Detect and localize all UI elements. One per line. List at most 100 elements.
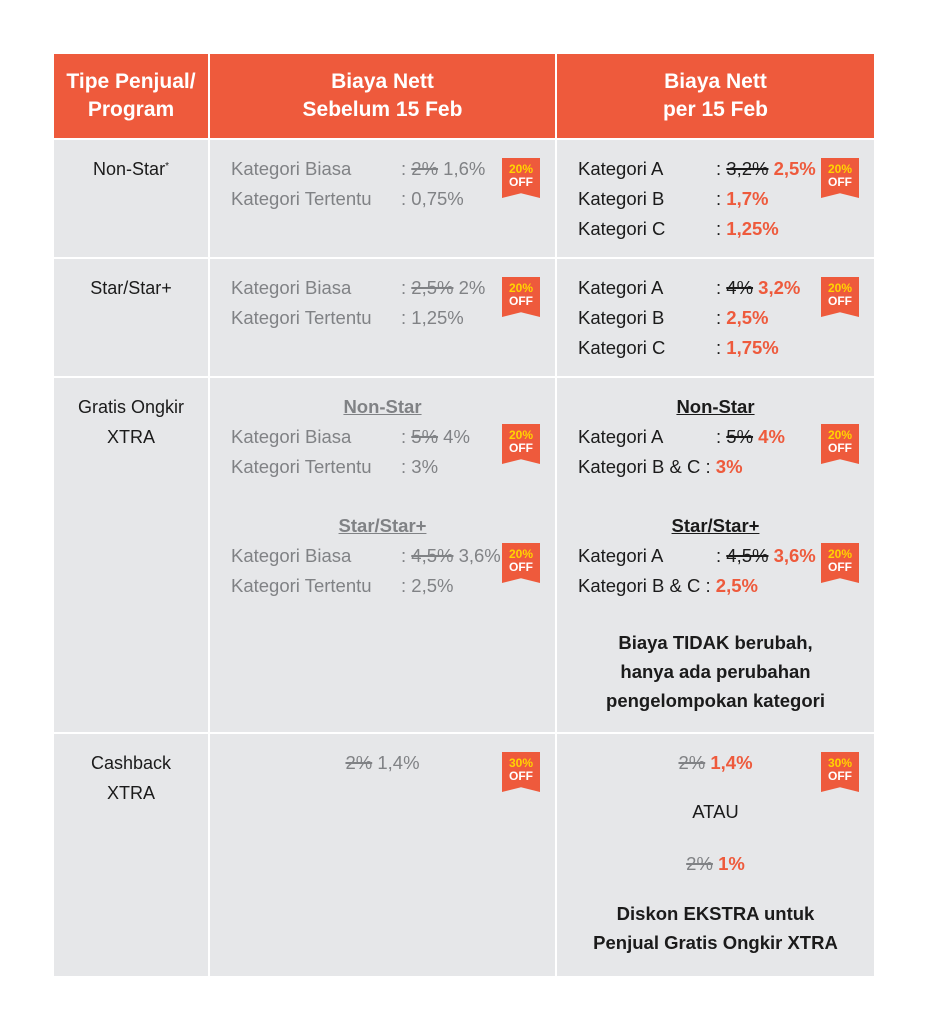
group-title-star: Star/Star+ (338, 515, 427, 536)
fee-row: Kategori Tertentu : 1,25% (231, 303, 531, 333)
header-before: Biaya Nett Sebelum 15 Feb (210, 54, 555, 138)
fee-value: : 4,5% 3,6% (716, 545, 816, 566)
fee-list: Kategori A : 5% 4% Kategori B & C : 3% (578, 422, 828, 482)
new-fee: 2% (453, 277, 486, 298)
category-label: Kategori C (578, 337, 666, 358)
fee-value: 2% 1% (557, 849, 874, 879)
after-star: Kategori A : 4% 3,2% Kategori B : 2,5% K… (557, 259, 874, 376)
note-line: Penjual Gratis Ongkir XTRA (593, 932, 838, 953)
new-fee: 1,75% (726, 337, 779, 358)
program-label: Cashback (90, 753, 172, 773)
header-line: Program (87, 98, 175, 121)
fee-list: Kategori Biasa : 4,5% 3,6% Kategori Tert… (231, 541, 531, 601)
old-fee: 4,5% (726, 545, 769, 566)
program-label: XTRA (106, 427, 155, 447)
fee-row: Kategori Tertentu : 3% (231, 452, 531, 482)
fee-table: Tipe Penjual/ Program Biaya Nett Sebelum… (54, 54, 874, 976)
discount-badge: 30% OFF (502, 752, 540, 792)
badge-percent: 20% (508, 162, 534, 176)
badge-off: OFF (828, 294, 852, 308)
fee-list: Kategori Biasa : 2,5% 2% Kategori Terten… (231, 273, 531, 333)
fee-list: Kategori A : 4% 3,2% Kategori B : 2,5% K… (578, 273, 828, 363)
new-fee: 1,7% (726, 188, 769, 209)
fee-row: Kategori A : 4% 3,2% (578, 273, 828, 303)
note-line: hanya ada perubahan (620, 661, 811, 682)
header-line: per 15 Feb (662, 98, 769, 121)
old-fee: 4,5% (411, 545, 454, 566)
category-label: Kategori B (578, 188, 665, 209)
category-label: Kategori Biasa (231, 158, 352, 179)
fee-value: : 3,2% 2,5% (716, 158, 816, 179)
fee-row: Kategori C : 1,25% (578, 214, 828, 244)
badge-percent: 20% (827, 162, 853, 176)
badge-off: OFF (509, 441, 533, 455)
new-fee: 2,5% (726, 307, 769, 328)
fee-row: Kategori Biasa : 2% 1,6% (231, 154, 531, 184)
discount-badge: 20% OFF (502, 424, 540, 464)
category-label: Kategori A (578, 426, 664, 447)
new-fee: 0,75% (411, 188, 464, 209)
category-label: Kategori B (578, 307, 665, 328)
badge-off: OFF (509, 175, 533, 189)
program-star: Star/Star+ (54, 259, 208, 376)
fee-list: Kategori A : 4,5% 3,6% Kategori B & C : … (578, 541, 828, 601)
fee-value: : 5% 4% (716, 426, 785, 447)
badge-percent: 20% (508, 281, 534, 295)
category-label: Kategori B & C : 3% (578, 456, 743, 477)
fee-list: Kategori Biasa : 2% 1,6% Kategori Terten… (231, 154, 531, 214)
category-label: Kategori A (578, 545, 664, 566)
badge-percent: 20% (827, 281, 853, 295)
fee-row: Kategori B & C : 3% (578, 452, 828, 482)
old-fee: 3,2% (726, 158, 769, 179)
before-non-star: Kategori Biasa : 2% 1,6% Kategori Terten… (210, 140, 555, 257)
fee-list: Kategori A : 3,2% 2,5% Kategori B : 1,7%… (578, 154, 828, 244)
fee-value: : 2,5% (401, 575, 454, 596)
old-fee: 2% (411, 158, 439, 179)
old-fee: 2% (686, 853, 713, 874)
category-label: Kategori A (578, 158, 664, 179)
header-line: Biaya Nett (664, 70, 767, 93)
discount-badge: 20% OFF (502, 277, 540, 317)
note-line: Biaya TIDAK berubah, (618, 632, 813, 653)
fee-row: Kategori B & C : 2,5% (578, 571, 828, 601)
old-fee: 5% (726, 426, 754, 447)
badge-percent: 20% (827, 547, 853, 561)
after-cashback: 2% 1,4% ATAU 2% 1% Diskon EKSTRA untuk P… (557, 734, 874, 976)
new-fee: 1% (718, 853, 745, 874)
badge-off: OFF (828, 175, 852, 189)
fee-list: Kategori Biasa : 5% 4% Kategori Tertentu… (231, 422, 531, 482)
fee-value: 2% 1,4% (557, 748, 874, 778)
fee-value: : 3% (401, 456, 439, 477)
group-title-star: Star/Star+ (671, 515, 760, 536)
category-label: Kategori C (578, 218, 666, 239)
after-non-star: Kategori A : 3,2% 2,5% Kategori B : 1,7%… (557, 140, 874, 257)
group-title-non-star: Non-Star (676, 396, 755, 417)
new-fee: 2,5% (773, 158, 816, 179)
header-after: Biaya Nett per 15 Feb (557, 54, 874, 138)
fee-row: Kategori Biasa : 5% 4% (231, 422, 531, 452)
new-fee: 3% (715, 456, 743, 477)
before-gratis-ongkir: Non-Star Kategori Biasa : 5% 4% Kategori… (210, 378, 555, 732)
program-label: XTRA (106, 783, 155, 803)
new-fee: 1,25% (411, 307, 464, 328)
new-fee: 1,4% (372, 752, 420, 773)
badge-off: OFF (828, 560, 852, 574)
category-name: Kategori B & C (578, 456, 701, 477)
badge-percent: 20% (508, 428, 534, 442)
fee-value: : 1,25% (716, 218, 779, 239)
badge-off: OFF (509, 560, 533, 574)
new-fee: 3,6% (773, 545, 816, 566)
discount-badge: 20% OFF (821, 424, 859, 464)
fee-row: Kategori C : 1,75% (578, 333, 828, 363)
program-label: Non-Star (93, 159, 166, 179)
category-name: Kategori B & C (578, 575, 701, 596)
badge-off: OFF (828, 769, 852, 783)
note-line: Diskon EKSTRA untuk (616, 903, 815, 924)
discount-badge: 20% OFF (821, 277, 859, 317)
badge-percent: 20% (508, 547, 534, 561)
fee-row: Kategori Tertentu : 2,5% (231, 571, 531, 601)
program-cashback-xtra: Cashback XTRA (54, 734, 208, 976)
fee-row: Kategori A : 3,2% 2,5% (578, 154, 828, 184)
badge-off: OFF (509, 294, 533, 308)
old-fee: 4% (726, 277, 754, 298)
